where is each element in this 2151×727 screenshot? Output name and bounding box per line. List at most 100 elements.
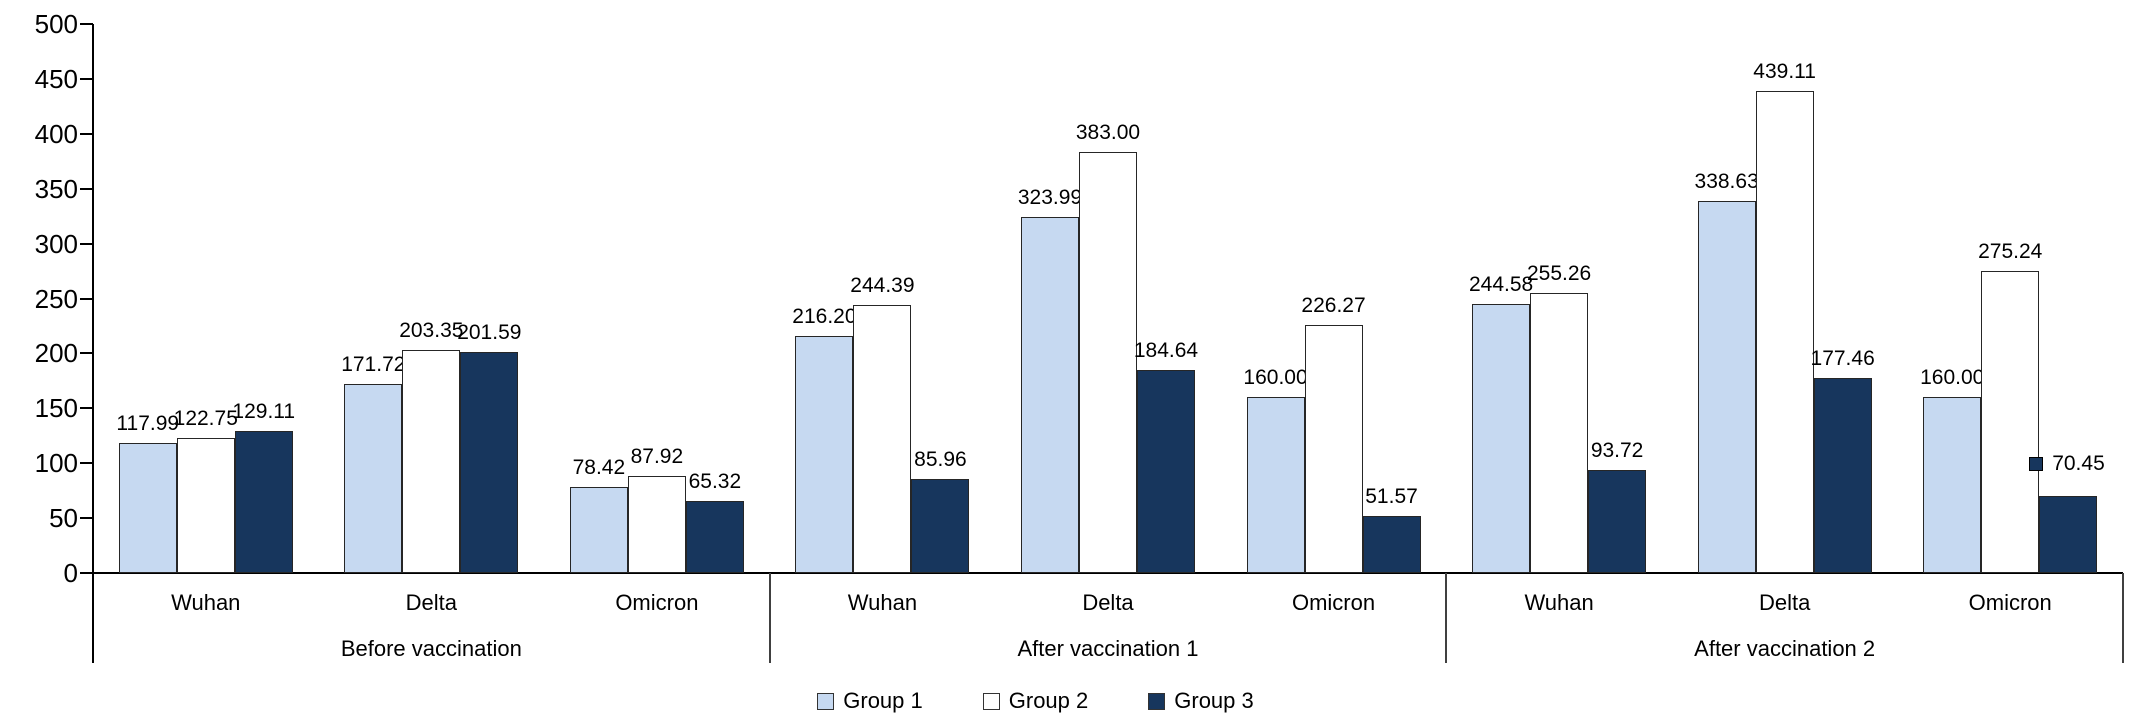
category-label: Omicron bbox=[1291, 590, 1376, 615]
bar-group1 bbox=[1923, 397, 1982, 573]
bar-group2 bbox=[1078, 152, 1137, 573]
category-label: Wuhan bbox=[847, 590, 918, 615]
bar-group2 bbox=[853, 304, 912, 573]
category-label: Wuhan bbox=[1524, 590, 1594, 615]
bar-wrap: 216.20 bbox=[792, 305, 857, 573]
y-axis-tick-label: 100 bbox=[34, 448, 78, 479]
bar-cluster: 160.00 226.27 51.57 bbox=[1221, 24, 1447, 573]
bar-value-label: 244.39 bbox=[850, 273, 915, 297]
y-axis-tick bbox=[80, 187, 93, 190]
bar-group3 bbox=[1136, 370, 1195, 573]
bar-wrap: 338.63 bbox=[1695, 170, 1759, 573]
bar-value-label: 383.00 bbox=[1075, 121, 1141, 145]
bar-wrap: 226.27 bbox=[1301, 294, 1366, 573]
bar-wrap: 70.45 bbox=[2029, 452, 2105, 573]
legend-swatch-group2-icon bbox=[982, 692, 1000, 710]
bar-group1 bbox=[1020, 217, 1079, 573]
bar-value-label: 439.11 bbox=[1753, 59, 1816, 83]
y-axis-tick bbox=[80, 77, 93, 80]
bar-group2 bbox=[1755, 90, 1814, 573]
y-axis-tick bbox=[80, 297, 93, 300]
y-axis-tick-label: 200 bbox=[34, 338, 78, 369]
bar-wrap: 439.11 bbox=[1753, 60, 1816, 573]
y-axis-tick-label: 0 bbox=[63, 558, 78, 588]
bar-wrap: 65.32 bbox=[685, 470, 744, 573]
bar-wrap: 51.57 bbox=[1362, 485, 1421, 573]
bar-value-label: 129.11 bbox=[232, 400, 296, 424]
bar-value-label: 93.72 bbox=[1590, 439, 1644, 463]
bar-value-label: 275.24 bbox=[1978, 239, 2043, 263]
y-axis-tick-label: 300 bbox=[34, 228, 78, 259]
x-axis-line bbox=[93, 572, 2123, 574]
bar-value-label: 51.57 bbox=[1365, 485, 1418, 509]
category-label: Wuhan bbox=[171, 590, 241, 615]
bar-value-label: 323.99 bbox=[1017, 186, 1083, 210]
bar-group3 bbox=[2039, 495, 2098, 573]
bar-value-label: 87.92 bbox=[630, 445, 684, 469]
category-label: Delta bbox=[405, 590, 457, 615]
bar-wrap: 177.46 bbox=[1811, 347, 1875, 573]
y-axis-tick-label: 350 bbox=[34, 173, 78, 204]
bar-group2 bbox=[402, 349, 461, 573]
bar-value-label: 244.58 bbox=[1468, 273, 1534, 297]
bar-wrap: 201.59 bbox=[457, 321, 521, 573]
bar-value-label: 338.63 bbox=[1694, 170, 1759, 194]
bar-wrap: 78.42 bbox=[569, 456, 628, 573]
y-axis-tick bbox=[80, 517, 93, 520]
bar-value-label: 201.59 bbox=[457, 320, 522, 344]
category-label: Omicron bbox=[615, 590, 699, 615]
legend-key-square-icon bbox=[2029, 456, 2044, 471]
bar-wrap: 117.99 bbox=[116, 412, 179, 573]
bar-group3 bbox=[1362, 516, 1421, 573]
bar-wrap: 184.64 bbox=[1134, 339, 1198, 573]
bar-group2 bbox=[1981, 270, 2040, 573]
category-label: Omicron bbox=[1968, 590, 2052, 615]
bar-group2 bbox=[1530, 292, 1589, 573]
y-axis-tick-label: 450 bbox=[34, 63, 78, 94]
bar-value-label: 171.72 bbox=[341, 353, 406, 377]
bar-wrap: 160.00 bbox=[1243, 366, 1308, 573]
y-axis-tick bbox=[80, 242, 93, 245]
y-axis-tick-label: 150 bbox=[34, 393, 78, 424]
bar-group1 bbox=[344, 384, 403, 573]
bar-wrap: 383.00 bbox=[1076, 121, 1140, 573]
y-axis-tick bbox=[80, 23, 93, 25]
bar-value-label: 85.96 bbox=[914, 447, 967, 471]
bar-value-label: 65.32 bbox=[688, 470, 742, 494]
bar-group3 bbox=[1588, 470, 1647, 573]
legend-item-group2: Group 2 bbox=[982, 688, 1089, 714]
bar-group1 bbox=[569, 486, 628, 573]
bar-value-label: 122.75 bbox=[173, 407, 238, 431]
bar-wrap: 244.58 bbox=[1469, 273, 1533, 573]
category-label: Delta bbox=[1758, 590, 1811, 615]
bar-wrap: 255.26 bbox=[1527, 262, 1591, 573]
bar-value-label: 226.27 bbox=[1301, 293, 1366, 317]
y-axis-tick-label: 400 bbox=[34, 118, 78, 149]
bar-value-label: 160.00 bbox=[1243, 366, 1308, 390]
bar-value-label: 160.00 bbox=[1920, 366, 1985, 390]
bar-group2 bbox=[176, 438, 235, 573]
bar-cluster: 323.99 383.00 184.64 bbox=[995, 24, 1221, 573]
bar-wrap: 160.00 bbox=[1920, 366, 1984, 573]
bar-value-label: 184.64 bbox=[1133, 339, 1199, 363]
group-label: Before vaccination bbox=[340, 636, 522, 661]
bar-group1 bbox=[118, 443, 177, 573]
bar-cluster: 160.00 275.24 70.45 bbox=[1897, 24, 2123, 573]
bar-group1 bbox=[795, 335, 854, 573]
group-label: After vaccination 1 bbox=[1017, 636, 1199, 661]
group-separator bbox=[768, 573, 771, 663]
bar-wrap: 203.35 bbox=[399, 319, 463, 573]
y-axis-tick bbox=[80, 462, 93, 465]
bar-value-label: 203.35 bbox=[399, 318, 464, 342]
y-axis-tick-label: 250 bbox=[34, 283, 78, 314]
group-separator bbox=[2122, 573, 2124, 663]
bar-value-label: 78.42 bbox=[572, 455, 626, 479]
y-axis-tick bbox=[80, 352, 93, 355]
legend-label-group2: Group 2 bbox=[1008, 688, 1089, 713]
bar-group3 bbox=[460, 351, 519, 573]
bar-wrap: 323.99 bbox=[1018, 186, 1082, 573]
bar-group1 bbox=[1697, 201, 1756, 573]
y-axis-tick bbox=[80, 132, 93, 135]
bar-value-label: 216.20 bbox=[792, 304, 857, 328]
